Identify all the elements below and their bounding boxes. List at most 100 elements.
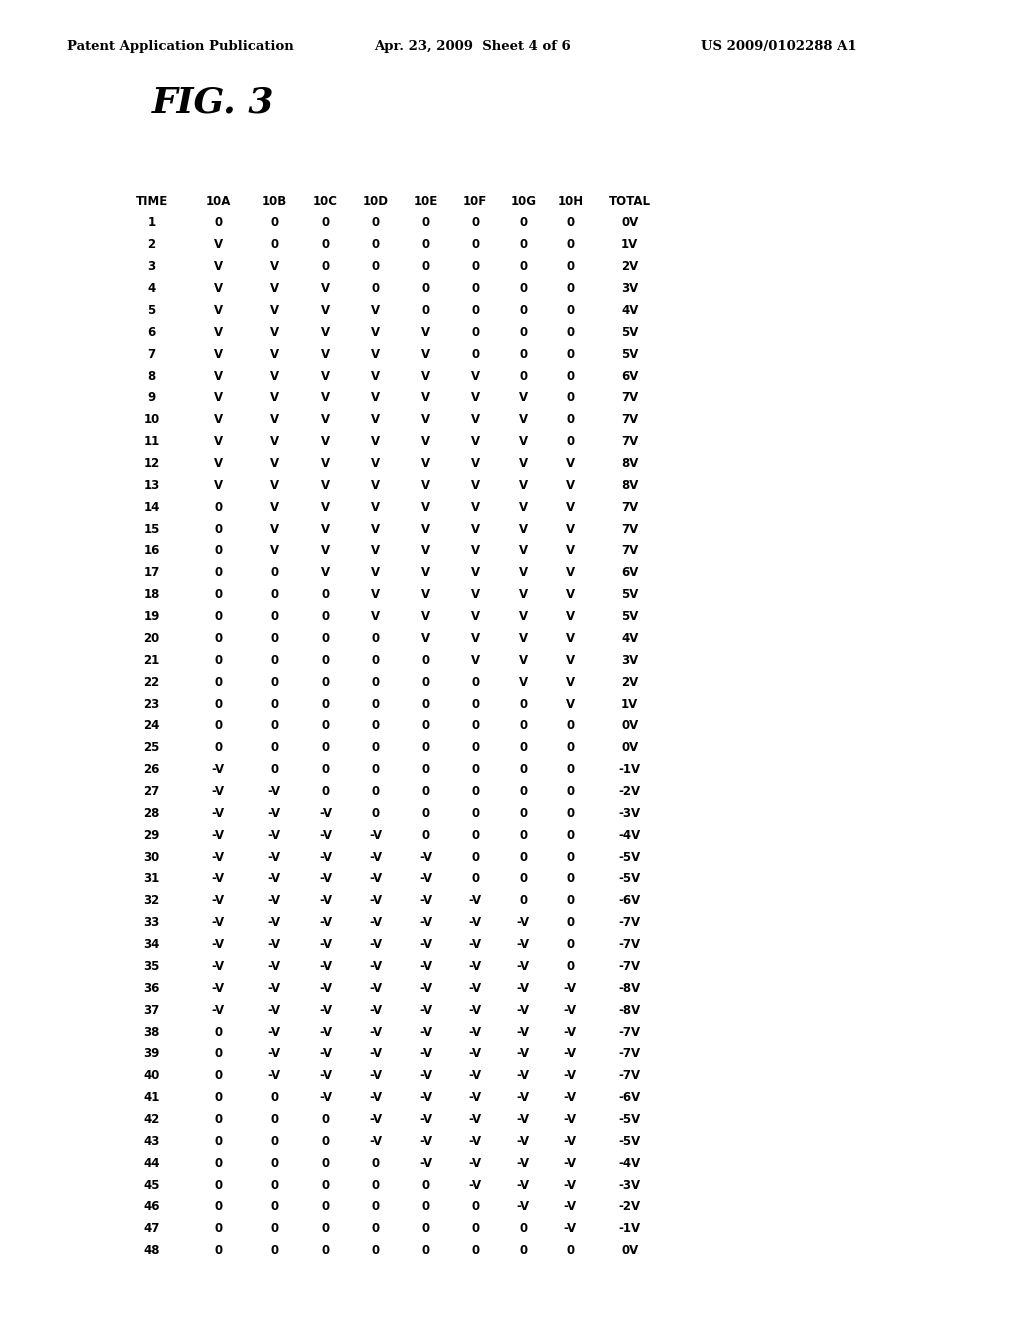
Text: 5V: 5V [622, 347, 638, 360]
Text: 24: 24 [143, 719, 160, 733]
Text: 17: 17 [143, 566, 160, 579]
Text: 0: 0 [519, 239, 527, 251]
Text: -V: -V [212, 939, 224, 952]
Text: 10F: 10F [463, 194, 487, 207]
Text: 3V: 3V [622, 653, 638, 667]
Text: 0: 0 [471, 829, 479, 842]
Text: 0: 0 [214, 500, 222, 513]
Text: US 2009/0102288 A1: US 2009/0102288 A1 [701, 40, 857, 53]
Text: 0: 0 [519, 304, 527, 317]
Text: 0: 0 [214, 610, 222, 623]
Text: -8V: -8V [618, 1003, 641, 1016]
Text: V: V [372, 436, 380, 447]
Text: -V: -V [370, 1026, 382, 1039]
Text: Apr. 23, 2009  Sheet 4 of 6: Apr. 23, 2009 Sheet 4 of 6 [374, 40, 570, 53]
Text: -V: -V [268, 829, 281, 842]
Text: 0: 0 [372, 1200, 380, 1213]
Text: -V: -V [212, 895, 224, 907]
Text: -6V: -6V [618, 1092, 641, 1104]
Text: -V: -V [420, 1047, 432, 1060]
Text: V: V [270, 282, 279, 296]
Text: V: V [214, 260, 222, 273]
Text: 0: 0 [372, 1245, 380, 1257]
Text: 0: 0 [566, 436, 574, 447]
Text: -V: -V [319, 1026, 332, 1039]
Text: 18: 18 [143, 589, 160, 601]
Text: -V: -V [420, 1069, 432, 1082]
Text: 0: 0 [471, 304, 479, 317]
Text: 0: 0 [214, 544, 222, 557]
Text: 0: 0 [422, 1179, 430, 1192]
Text: 0: 0 [322, 632, 330, 645]
Text: V: V [471, 392, 479, 404]
Text: 0: 0 [519, 697, 527, 710]
Text: V: V [372, 589, 380, 601]
Text: 0: 0 [372, 719, 380, 733]
Text: 2V: 2V [622, 260, 638, 273]
Text: -V: -V [517, 1069, 529, 1082]
Text: 0: 0 [270, 1092, 279, 1104]
Text: -V: -V [564, 1135, 577, 1148]
Text: 2: 2 [147, 239, 156, 251]
Text: 8V: 8V [622, 479, 638, 492]
Text: V: V [566, 697, 574, 710]
Text: 0: 0 [214, 1092, 222, 1104]
Text: 0: 0 [519, 282, 527, 296]
Text: -V: -V [268, 785, 281, 799]
Text: 0: 0 [214, 1222, 222, 1236]
Text: 0: 0 [566, 960, 574, 973]
Text: 0: 0 [372, 807, 380, 820]
Text: V: V [214, 370, 222, 383]
Text: 0: 0 [372, 763, 380, 776]
Text: 0: 0 [322, 216, 330, 230]
Text: 0: 0 [372, 785, 380, 799]
Text: 10G: 10G [510, 194, 537, 207]
Text: V: V [270, 347, 279, 360]
Text: 44: 44 [143, 1156, 160, 1170]
Text: V: V [270, 304, 279, 317]
Text: 0: 0 [270, 1222, 279, 1236]
Text: V: V [519, 653, 527, 667]
Text: 21: 21 [143, 653, 160, 667]
Text: -7V: -7V [618, 1026, 641, 1039]
Text: -V: -V [517, 1200, 529, 1213]
Text: -V: -V [212, 763, 224, 776]
Text: 0: 0 [372, 653, 380, 667]
Text: -V: -V [319, 807, 332, 820]
Text: -V: -V [517, 982, 529, 995]
Text: V: V [471, 370, 479, 383]
Text: -V: -V [469, 916, 481, 929]
Text: -V: -V [319, 939, 332, 952]
Text: V: V [471, 589, 479, 601]
Text: -1V: -1V [618, 1222, 641, 1236]
Text: 0V: 0V [622, 742, 638, 754]
Text: 0: 0 [519, 829, 527, 842]
Text: -V: -V [564, 1003, 577, 1016]
Text: -V: -V [370, 873, 382, 886]
Text: 0: 0 [566, 304, 574, 317]
Text: 7V: 7V [622, 436, 638, 447]
Text: V: V [270, 326, 279, 339]
Text: 10D: 10D [362, 194, 389, 207]
Text: 0: 0 [422, 1200, 430, 1213]
Text: V: V [422, 632, 430, 645]
Text: -V: -V [319, 895, 332, 907]
Text: V: V [322, 436, 330, 447]
Text: V: V [471, 544, 479, 557]
Text: 30: 30 [143, 850, 160, 863]
Text: -7V: -7V [618, 960, 641, 973]
Text: 7: 7 [147, 347, 156, 360]
Text: V: V [372, 610, 380, 623]
Text: 0: 0 [471, 216, 479, 230]
Text: -V: -V [469, 1003, 481, 1016]
Text: 0: 0 [214, 1113, 222, 1126]
Text: 0: 0 [422, 742, 430, 754]
Text: V: V [519, 676, 527, 689]
Text: 0: 0 [270, 632, 279, 645]
Text: V: V [519, 500, 527, 513]
Text: -3V: -3V [618, 807, 641, 820]
Text: 6V: 6V [622, 566, 638, 579]
Text: 23: 23 [143, 697, 160, 710]
Text: 0: 0 [422, 697, 430, 710]
Text: V: V [372, 566, 380, 579]
